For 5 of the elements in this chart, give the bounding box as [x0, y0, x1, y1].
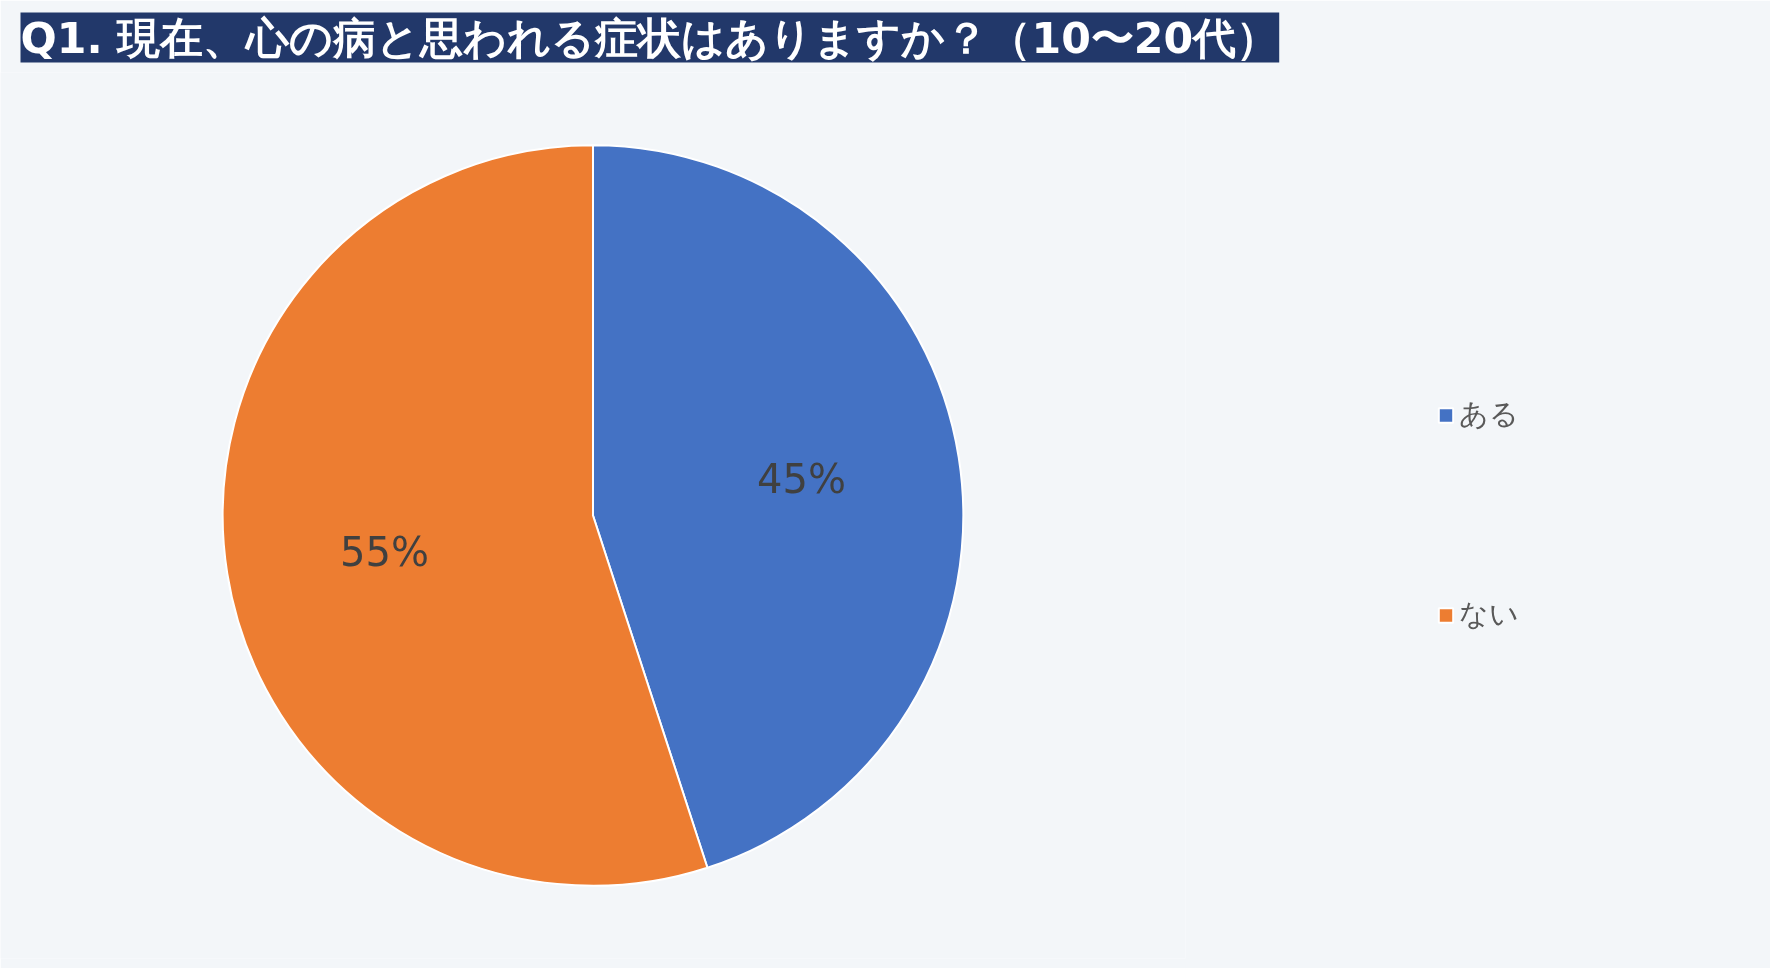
legend-label: ない [1459, 596, 1519, 633]
data-label: 55% [340, 529, 429, 576]
chart-title: Q1. 現在、心の病と思われる症状はありますか？（10〜20代） [20, 12, 1280, 63]
data-label: 45% [757, 455, 846, 502]
legend-label: ある [1459, 396, 1519, 433]
